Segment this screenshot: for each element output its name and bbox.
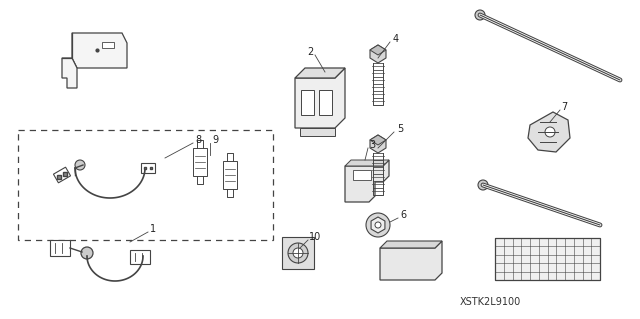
Polygon shape [370, 45, 386, 55]
Text: 9: 9 [212, 135, 218, 145]
Polygon shape [370, 45, 386, 63]
Polygon shape [62, 58, 77, 88]
Bar [18, 130, 273, 240]
Bar [130, 250, 150, 264]
Bar [319, 90, 332, 115]
Polygon shape [528, 112, 570, 152]
Polygon shape [295, 68, 345, 128]
Bar [495, 238, 600, 280]
Circle shape [475, 10, 485, 20]
Circle shape [288, 243, 308, 263]
Circle shape [478, 180, 488, 190]
Polygon shape [72, 33, 127, 68]
Bar [193, 148, 207, 176]
Circle shape [75, 160, 85, 170]
Circle shape [545, 127, 555, 137]
Text: 10: 10 [309, 232, 321, 242]
Circle shape [81, 247, 93, 259]
Text: 4: 4 [393, 34, 399, 44]
Polygon shape [370, 135, 386, 153]
Polygon shape [380, 241, 442, 248]
Text: 6: 6 [400, 210, 406, 220]
Polygon shape [345, 160, 389, 202]
Text: 5: 5 [397, 124, 403, 134]
Bar [300, 128, 335, 136]
Text: 8: 8 [195, 135, 201, 145]
Text: 2: 2 [307, 47, 313, 57]
Polygon shape [53, 167, 70, 183]
Polygon shape [345, 160, 389, 166]
Polygon shape [380, 241, 442, 280]
Bar [301, 90, 314, 115]
Circle shape [366, 213, 390, 237]
Bar [50, 240, 70, 256]
Text: XSTK2L9100: XSTK2L9100 [460, 297, 520, 307]
Bar [223, 161, 237, 189]
Bar [141, 163, 155, 173]
Circle shape [293, 248, 303, 258]
Bar [282, 237, 314, 269]
Text: 3: 3 [369, 140, 375, 150]
Polygon shape [370, 135, 386, 145]
Polygon shape [371, 217, 385, 233]
Bar [102, 42, 114, 48]
Text: 7: 7 [561, 102, 567, 112]
Circle shape [375, 222, 381, 228]
Polygon shape [295, 68, 345, 78]
Bar [353, 170, 371, 180]
Text: 1: 1 [150, 224, 156, 234]
